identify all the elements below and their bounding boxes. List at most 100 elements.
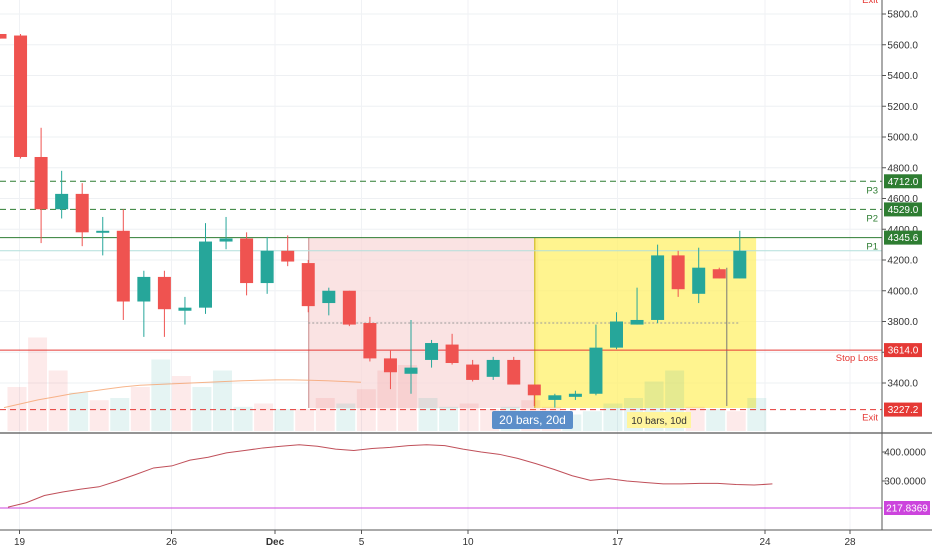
date-tick-label: 5: [359, 537, 365, 548]
price-tick-label: 5600.0: [887, 40, 918, 51]
candle-body: [363, 323, 377, 359]
candle: [610, 312, 623, 350]
candle-body: [157, 276, 171, 310]
range-label-box: [627, 412, 691, 428]
candle-body: [260, 250, 274, 284]
candle: [651, 244, 665, 324]
top-exit-label: Exit: [862, 0, 878, 6]
candle: [260, 236, 274, 294]
volume-bar: [726, 411, 746, 431]
date-tick-label: 19: [14, 537, 26, 548]
candle: [0, 33, 7, 39]
candle-body: [466, 364, 480, 380]
candle: [116, 209, 130, 320]
volume-bar: [89, 400, 109, 431]
candle-body: [692, 267, 706, 294]
date-tick-label: Dec: [266, 537, 285, 548]
price-tick-label: 4000.0: [887, 286, 918, 297]
candle: [322, 287, 336, 316]
level-price-tag: 4345.6: [884, 230, 922, 245]
candle-body: [96, 230, 110, 233]
volume-bar: [151, 359, 171, 431]
candle-body: [404, 367, 418, 374]
candle-body: [589, 347, 603, 394]
volume-bar: [213, 370, 232, 431]
price-tick-label: 5400.0: [887, 71, 918, 82]
price-tick-label: 4400.0: [887, 225, 918, 236]
indicator-tick-label: 400.0000: [884, 448, 926, 459]
range-label-text: 10 bars, 10d: [631, 416, 687, 427]
candle-body: [14, 35, 28, 157]
indicator-line: [7, 444, 773, 508]
candle-body: [712, 269, 726, 279]
volume-bar: [356, 389, 376, 431]
level-tag-text: 4529.0: [888, 205, 919, 216]
price-tick-label: 3400.0: [887, 379, 918, 390]
candle: [240, 232, 254, 296]
candle: [342, 290, 356, 327]
ma-line: [3, 379, 362, 409]
date-tick-label: 17: [612, 537, 624, 548]
candle-body: [178, 307, 192, 311]
candle: [363, 316, 377, 362]
volume-bar: [582, 411, 602, 431]
candle-body: [507, 359, 521, 385]
range-label-box: [492, 411, 573, 429]
candle: [75, 183, 89, 247]
volume-bar: [295, 409, 315, 431]
level-tag-text: 3614.0: [888, 346, 919, 357]
volume-bar: [254, 403, 274, 431]
volume-bar: [130, 387, 150, 431]
range-label-yellow: 10 bars, 10d: [627, 412, 691, 428]
level-tag-box: [884, 402, 922, 417]
level-name: P2: [866, 213, 878, 224]
candle-body: [55, 193, 69, 210]
candle: [445, 333, 459, 365]
candle: [568, 390, 582, 400]
date-tick-label: 28: [844, 537, 856, 548]
candle: [178, 296, 192, 325]
level-tag-box: [884, 343, 922, 358]
level-name: Exit: [862, 413, 878, 424]
candle-body: [219, 238, 233, 242]
volume-bar: [439, 406, 459, 431]
volume-bar: [233, 406, 253, 431]
volume-bar: [315, 398, 335, 431]
candle-body: [527, 384, 541, 396]
level-price-tag: 3227.2: [884, 402, 922, 417]
range-highlights: [308, 237, 757, 408]
level-tag-box: [884, 202, 922, 217]
level-price-tag: 4529.0: [884, 202, 922, 217]
level-tag-text: 4712.0: [888, 177, 919, 188]
price-tick-label: 4200.0: [887, 256, 918, 267]
volume-bar: [706, 409, 726, 431]
candle-body: [671, 255, 685, 290]
candle: [199, 223, 212, 314]
range-labels: 20 bars, 20d 10 bars, 10d: [492, 411, 691, 429]
volume-bar: [377, 370, 397, 431]
candlestick-series: [0, 33, 747, 408]
candle-body: [486, 359, 500, 377]
price-tick-label: 4600.0: [887, 194, 918, 205]
price-tick-label: 5800.0: [887, 10, 918, 21]
volume-bar: [747, 398, 767, 431]
level-price-tag: 4712.0: [884, 174, 922, 189]
candle-body: [240, 238, 254, 284]
indicator-value-tag: 217.8369: [884, 501, 930, 515]
volume-bar: [171, 376, 191, 431]
price-tick-label: 5000.0: [887, 133, 918, 144]
volume-bar: [48, 370, 68, 431]
candle-body: [199, 241, 212, 308]
candle: [404, 319, 418, 394]
candle-body: [342, 290, 356, 325]
candle: [589, 324, 603, 396]
candle-body: [301, 263, 315, 307]
volume-bar: [336, 403, 356, 431]
candle: [630, 287, 644, 325]
candle: [34, 127, 48, 244]
candle: [692, 247, 706, 304]
level-price-tag: 3614.0: [884, 343, 922, 358]
candle: [712, 267, 726, 279]
volume-bar: [603, 403, 623, 431]
